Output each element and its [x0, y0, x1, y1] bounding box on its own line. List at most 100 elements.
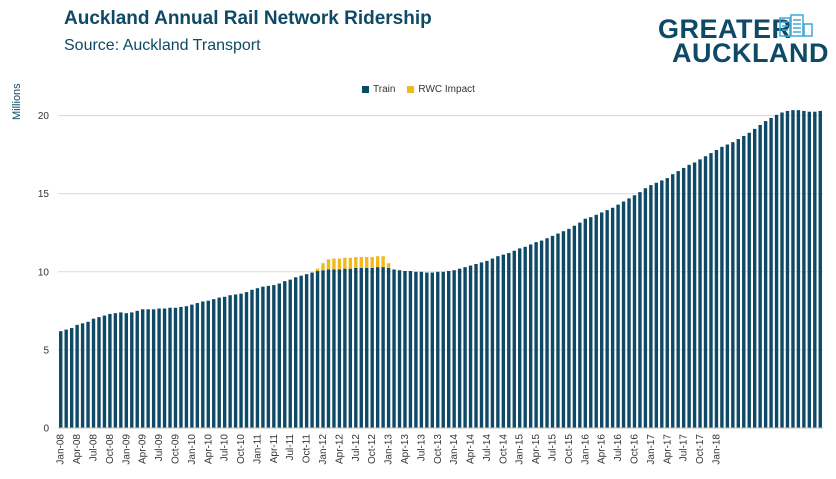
bar-rwc-impact [332, 258, 336, 270]
bar-train [299, 275, 303, 428]
legend-label-rwc: RWC Impact [418, 84, 475, 95]
x-tick-label: Oct-08 [105, 434, 116, 464]
bar-train [283, 281, 287, 428]
bar-train [244, 292, 249, 428]
bar-train [660, 180, 664, 428]
y-tick-label: 0 [43, 424, 49, 435]
bar-train [785, 110, 790, 428]
x-tick-label: Jan-17 [646, 434, 657, 465]
x-tick-label: Jul-17 [679, 434, 690, 462]
bar-train [146, 309, 150, 428]
bar-train [703, 156, 708, 428]
y-tick-label: 5 [43, 345, 49, 356]
bar-train [807, 111, 812, 428]
bar-train [392, 269, 396, 428]
bar-train [736, 139, 740, 429]
bar-train [212, 299, 216, 428]
bar-train [321, 270, 325, 428]
x-tick-label: Jul-12 [351, 434, 362, 462]
bar-rwc-impact [375, 256, 380, 268]
bar-train [545, 238, 549, 428]
bar-rwc-impact [337, 258, 342, 270]
x-tick-label: Apr-13 [400, 434, 411, 464]
bar-train [589, 217, 593, 428]
bar-train [610, 207, 615, 428]
y-tick-label: 20 [38, 111, 50, 122]
bar-train [365, 267, 369, 428]
chart-legend: Train RWC Impact [362, 84, 475, 95]
bar-train [403, 271, 407, 428]
bar-train [452, 270, 456, 428]
bar-train [643, 188, 648, 428]
bar-train [141, 309, 145, 428]
logo-line-1: GREATER [658, 14, 792, 44]
bar-train [665, 178, 669, 428]
bar-train [86, 321, 90, 428]
bar-rwc-impact [359, 256, 363, 268]
bar-rwc-impact [348, 257, 353, 269]
bar-train [250, 289, 254, 428]
bar-train [774, 114, 779, 428]
bar-train [354, 267, 358, 428]
bar-train [507, 253, 511, 428]
y-tick-label: 10 [38, 267, 50, 278]
bar-train [179, 306, 183, 428]
bar-train [496, 256, 500, 428]
bar-train [381, 267, 385, 428]
chart-subtitle: Source: Auckland Transport [64, 37, 261, 54]
bar-train [157, 308, 161, 428]
legend-swatch-rwc [407, 86, 415, 93]
x-tick-label: Apr-14 [466, 434, 477, 464]
x-tick-label: Jul-08 [89, 434, 100, 462]
x-tick-label: Jul-09 [154, 434, 165, 462]
bar-train [288, 279, 292, 428]
bar-train [168, 307, 172, 428]
bar-train [343, 268, 347, 428]
bar-train [490, 258, 495, 428]
bar-train [59, 331, 63, 428]
x-tick-label: Oct-15 [564, 434, 575, 464]
bar-rwc-impact [321, 263, 325, 271]
x-tick-label: Oct-12 [367, 434, 378, 464]
bar-train [594, 214, 598, 428]
x-tick-label: Jul-15 [548, 434, 559, 462]
bar-train [375, 267, 380, 428]
bar-train [359, 267, 363, 428]
x-tick-label: Jan-11 [252, 434, 263, 464]
bar-train [408, 271, 413, 428]
x-tick-label: Jan-15 [515, 434, 526, 465]
bar-train [447, 271, 451, 428]
bar-train [791, 110, 795, 429]
bar-train [621, 201, 626, 428]
bar-train [119, 312, 123, 428]
bar-rwc-impact [370, 256, 374, 268]
bar-train [512, 250, 516, 428]
bar-train [239, 293, 243, 428]
bar-train [315, 271, 320, 428]
x-tick-label: Jan-12 [318, 434, 329, 465]
bar-train [430, 272, 434, 428]
bar-train [479, 262, 484, 428]
bar-train [348, 268, 353, 428]
bar-train [419, 271, 424, 428]
x-tick-label: Oct-09 [170, 434, 181, 464]
x-tick-label: Apr-15 [531, 434, 542, 464]
bar-train [201, 301, 205, 428]
bar-train [277, 283, 281, 428]
x-tick-label: Jan-13 [384, 434, 395, 465]
bar-train [550, 235, 555, 428]
bar-train [124, 313, 128, 428]
bar-train [813, 111, 817, 428]
bar-train [654, 182, 659, 428]
x-tick-label: Apr-16 [597, 434, 608, 464]
bar-train [676, 171, 680, 429]
bar-train [108, 313, 112, 428]
bar-train [261, 286, 265, 428]
x-tick-label: Jan-08 [56, 434, 67, 465]
bar-train [91, 318, 96, 428]
bar-train [135, 310, 139, 428]
bar-rwc-impact [365, 256, 369, 268]
bar-train [457, 268, 462, 428]
x-tick-label: Jul-16 [613, 434, 624, 462]
bar-train [687, 164, 691, 429]
